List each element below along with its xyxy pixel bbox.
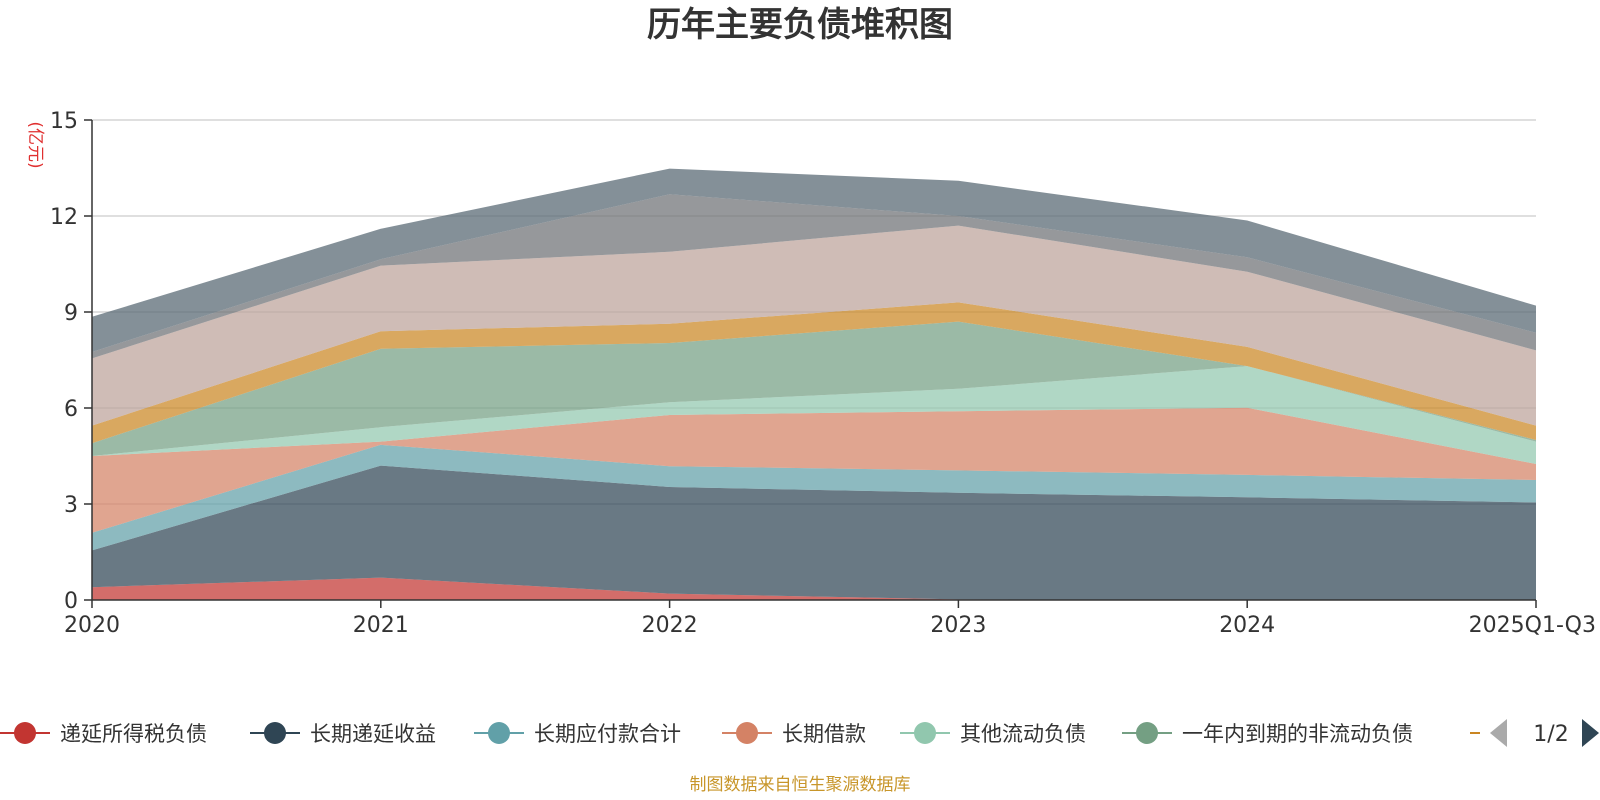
x-tick-label-5: 2024 (1219, 613, 1275, 638)
area-series-6 (92, 321, 1536, 456)
legend-marker-4 (736, 722, 758, 744)
area-series-8 (92, 225, 1536, 426)
legend: 递延所得税负债 长期递延收益 长期应付款合计 长期借款 其他流动负债 一年内到期的非流动负… (0, 719, 1599, 747)
legend-item-2[interactable]: 长期递延收益 (250, 722, 436, 746)
area-series-1 (92, 577, 1536, 600)
x-tick-label-3: 2022 (642, 613, 698, 638)
x-tick-label-6: 2025Q1-Q3 (1469, 613, 1596, 638)
legend-label-2: 长期递延收益 (310, 722, 436, 746)
y-tick-label-0: 0 (64, 589, 78, 614)
legend-label-3: 长期应付款合计 (534, 722, 681, 746)
area-series-7 (92, 302, 1536, 444)
legend-item-6[interactable]: 一年内到期的非流动负债 (1122, 722, 1413, 746)
legend-marker-6 (1136, 722, 1158, 744)
legend-item-5[interactable]: 其他流动负债 (900, 722, 1086, 746)
legend-label-1: 递延所得税负债 (60, 722, 207, 746)
legend-page-indicator: 1/2 (1533, 722, 1568, 747)
y-tick-label-3: 3 (64, 493, 78, 518)
y-axis-unit-label: (亿元) (25, 121, 45, 168)
area-series-4 (92, 407, 1536, 533)
legend-label-5: 其他流动负债 (960, 722, 1086, 746)
x-tick-label-2: 2021 (353, 613, 409, 638)
legend-marker-5 (914, 722, 936, 744)
legend-marker-1 (14, 722, 36, 744)
legend-item-4[interactable]: 长期借款 (722, 722, 866, 746)
y-tick-label-15: 15 (50, 109, 78, 134)
legend-marker-2 (264, 722, 286, 744)
legend-item-1[interactable]: 递延所得税负债 (0, 722, 207, 746)
source-note: 制图数据来自恒生聚源数据库 (690, 775, 911, 795)
legend-label-6: 一年内到期的非流动负债 (1182, 722, 1413, 746)
legend-prev-icon[interactable] (1490, 719, 1507, 747)
y-tick-label-9: 9 (64, 301, 78, 326)
legend-label-4: 长期借款 (782, 722, 866, 746)
area-series-2 (92, 465, 1536, 600)
area-series-10 (92, 168, 1536, 352)
y-tick-label-6: 6 (64, 397, 78, 422)
y-tick-label-12: 12 (50, 205, 78, 230)
legend-next-icon[interactable] (1582, 719, 1599, 747)
x-tick-label-1: 2020 (64, 613, 120, 638)
area-series-9 (92, 194, 1536, 359)
area-series-group (92, 168, 1536, 600)
chart-title: 历年主要负债堆积图 (647, 5, 953, 45)
legend-marker-3 (488, 722, 510, 744)
area-series-5 (92, 366, 1536, 464)
x-tick-label-4: 2023 (930, 613, 986, 638)
axes: 0 3 6 9 12 15 2020 2021 2022 2023 2024 2025Q1-Q3 (50, 109, 1596, 638)
legend-item-3[interactable]: 长期应付款合计 (474, 722, 681, 746)
